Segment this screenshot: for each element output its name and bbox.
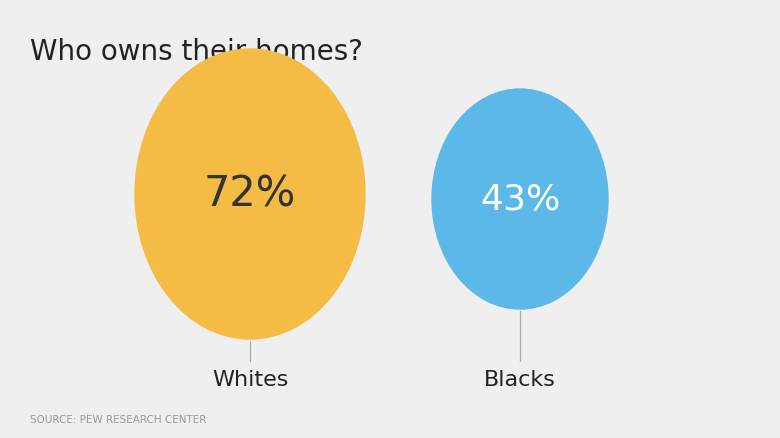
Ellipse shape xyxy=(135,50,365,339)
Text: 43%: 43% xyxy=(480,183,560,216)
Text: 72%: 72% xyxy=(204,173,296,215)
Text: Who owns their homes?: Who owns their homes? xyxy=(30,38,363,66)
Text: SOURCE: PEW RESEARCH CENTER: SOURCE: PEW RESEARCH CENTER xyxy=(30,414,207,424)
Text: Whites: Whites xyxy=(212,369,288,389)
Text: Blacks: Blacks xyxy=(484,369,556,389)
Ellipse shape xyxy=(432,90,608,309)
